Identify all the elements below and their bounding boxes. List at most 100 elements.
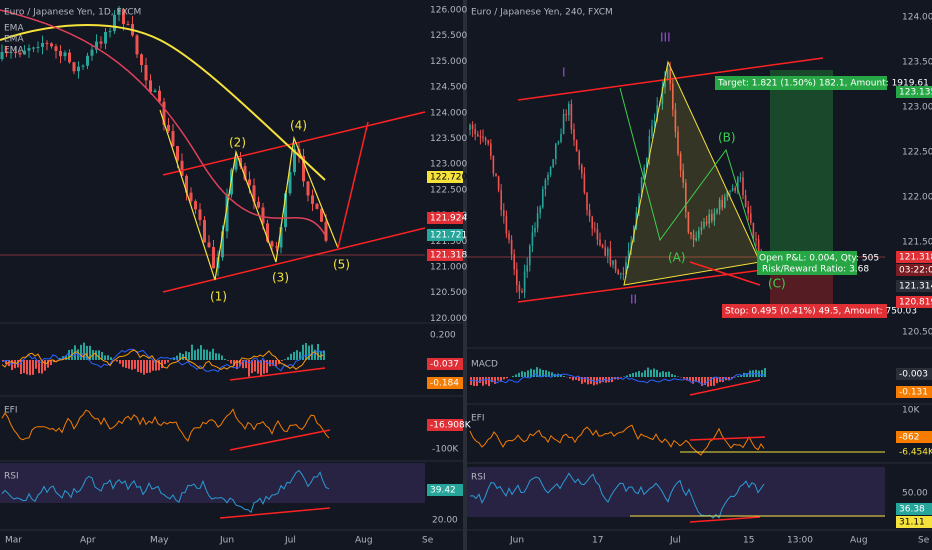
candle [508,233,510,240]
histogram-bar [671,374,673,377]
histogram-bar [29,360,31,376]
histogram-bar [26,360,28,375]
candle [497,176,500,191]
price-axis-label: 126.000 [430,6,467,16]
histogram-bar [272,360,274,366]
histogram-bar [248,360,250,377]
histogram-bar [608,377,610,383]
histogram-bar [41,360,43,374]
price-tag: 122.720 [430,173,467,183]
candle [471,124,474,130]
histogram-bar [293,351,295,360]
legend-label: EMA [4,24,24,34]
efi-tag-bg [427,419,463,431]
indicator-line [1,348,324,373]
histogram-bar [5,360,7,365]
histogram-bar [20,360,22,374]
efi-label: EFI [4,406,18,416]
histogram-bar [515,374,517,377]
candle [81,65,85,67]
candle [586,192,588,210]
axis-label: 50.00 [902,489,928,499]
price-tag-bg [896,296,932,308]
histogram-bar [206,349,208,360]
wave-label: (1) [210,290,227,304]
candle [324,221,328,241]
histogram-bar [137,360,139,372]
histogram-bar [479,377,481,383]
price-axis-label: 124.000 [430,108,467,118]
histogram-bar [647,367,649,377]
candle [526,265,528,272]
pl-box [757,251,857,275]
stop-box [722,304,887,318]
histogram-bar [134,360,136,369]
histogram-bar [761,369,763,377]
histogram-bar [626,375,628,377]
histogram-bar [677,376,679,377]
candle [583,173,586,193]
histogram-bar [263,360,265,374]
histogram-bar [683,377,685,379]
histogram-bar [320,350,322,360]
histogram-bar [503,377,505,380]
candle [36,46,40,48]
candle [320,208,323,222]
axis-label: 20.00 [432,516,458,526]
macd-tag-bg [896,386,932,398]
histogram-bar [716,377,718,384]
histogram-bar [662,371,664,377]
efi-tag-bg [896,431,932,443]
histogram-bar [290,353,292,360]
stop-text: Stop: 0.495 (0.41%) 49.5, Amount: 750.03 [725,307,917,317]
candle [661,87,664,104]
histogram-bar [764,367,766,377]
wave-label: II [630,293,637,307]
histogram-bar [611,377,613,383]
date-label: Se [422,536,434,546]
histogram-bar [131,360,133,370]
histogram-bar [602,377,604,383]
histogram-bar [155,360,157,371]
price-tag: 03:22:09 [899,266,932,276]
candle [474,129,476,135]
candle [695,237,697,241]
macd-tag: -0.131 [899,388,928,398]
histogram-bar [194,350,196,360]
histogram-bar [485,377,487,385]
candle [18,52,22,55]
candle [90,49,94,56]
candle [516,269,518,285]
candle [311,195,314,204]
candle [50,43,53,47]
candle [716,209,718,213]
candle [77,66,80,72]
candle [656,105,658,121]
candle [32,47,35,49]
candle [158,90,161,102]
candle [484,138,487,141]
candle [275,246,278,248]
target-zone [770,70,833,255]
candle [555,143,557,160]
wave-label: (B) [718,131,736,145]
candle [542,189,544,208]
wave-label: (4) [290,119,307,133]
histogram-bar [314,349,316,360]
histogram-bar [233,360,235,366]
candle [479,136,482,138]
date-label: Jul [284,536,296,546]
candle [698,230,700,238]
histogram-bar [14,360,16,369]
candle [306,181,310,196]
ema [0,9,326,236]
arrow [229,429,331,451]
histogram-bar [701,377,703,386]
candle [625,261,627,275]
histogram-bar [281,360,283,361]
date-label: Aug [355,536,373,546]
candle [734,187,736,191]
candle [198,209,202,221]
candle [536,213,539,228]
candle [643,167,645,178]
